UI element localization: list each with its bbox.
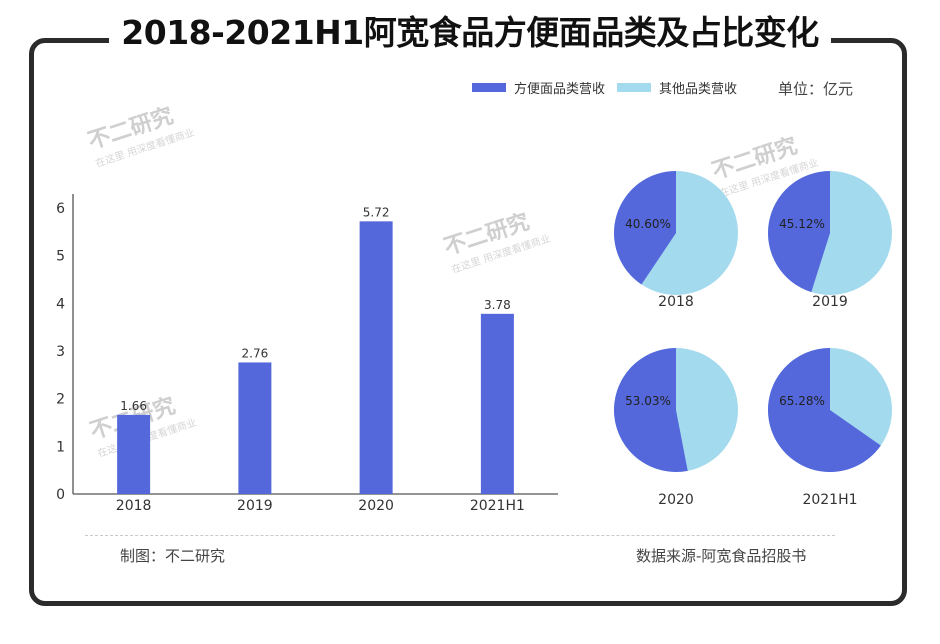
pie-slice-noodle [767,171,830,293]
bar-value-label: 3.78 [484,298,511,312]
bar-value-label: 2.76 [242,346,269,360]
bar-value-label: 1.66 [120,399,147,413]
x-tick-label: 2020 [358,498,394,514]
y-tick-label: 5 [56,249,65,265]
pie-year-label: 2019 [812,294,848,310]
pie-slice-noodle [614,171,676,285]
y-tick-label: 6 [56,201,65,217]
pie-percent-label: 40.60% [625,217,671,231]
footer-divider [85,535,835,536]
pie-1: 45.12% 2019 [767,171,892,310]
pie-3: 65.28% 2021H1 [768,348,892,508]
pie-0: 40.60% 2018 [614,171,738,310]
x-tick-label: 2018 [116,498,152,514]
legend-item-other: 其他品类营收 [617,78,737,97]
footer-credit: 制图：不二研究 [120,547,226,565]
y-tick-label: 0 [56,487,65,503]
bar [117,414,151,494]
pie-year-label: 2018 [658,294,694,310]
legend-label-noodle: 方便面品类营收 [514,82,606,97]
chart-title: 2018-2021H1阿宽食品方便面品类及占比变化 [109,6,831,54]
pie-slice-noodle [768,348,881,473]
pie-year-label: 2020 [658,492,694,508]
footer-source: 数据来源-阿宽食品招股书 [636,547,807,565]
pie-year-label: 2021H1 [802,492,857,508]
pie-percent-label: 45.12% [779,217,825,231]
pie-percent-label: 53.03% [625,394,671,408]
bar [238,362,272,494]
bar [480,313,514,494]
legend-swatch-noodle [472,83,506,92]
bar-value-label: 5.72 [363,205,390,219]
y-tick-label: 2 [56,392,65,408]
y-tick-label: 1 [56,439,65,455]
bar [359,221,393,494]
legend-item-noodle: 方便面品类营收 [472,78,605,97]
legend: 方便面品类营收 其他品类营收 [472,78,749,97]
y-tick-label: 3 [56,344,65,360]
x-tick-label: 2019 [237,498,273,514]
title-wrap: 2018-2021H1阿宽食品方便面品类及占比变化 [0,6,940,54]
pie-slice-noodle [614,348,688,472]
legend-swatch-other [617,83,652,92]
legend-label-other: 其他品类营收 [659,82,738,97]
pie-2: 53.03% 2020 [614,348,738,508]
y-tick-label: 4 [56,296,65,312]
unit-label: 单位：亿元 [778,80,854,98]
pie-percent-label: 65.28% [779,394,825,408]
x-tick-label: 2021H1 [470,498,525,514]
